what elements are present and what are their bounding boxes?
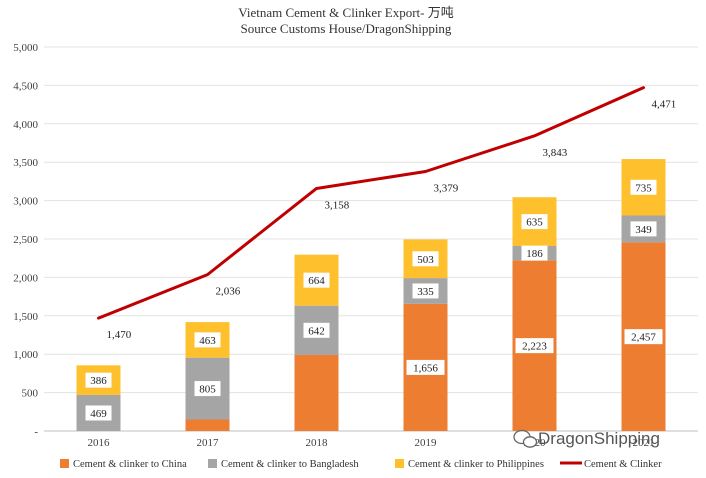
data-label: 186	[526, 248, 543, 260]
y-tick-label: 2,000	[13, 272, 38, 284]
y-tick-label: 3,000	[13, 196, 38, 208]
bars	[76, 159, 666, 431]
data-label-box	[85, 405, 112, 421]
y-tick-label: 2,500	[13, 234, 38, 246]
data-label-box	[515, 338, 554, 354]
data-label-box	[194, 332, 221, 348]
bar-segment	[185, 419, 230, 431]
data-label-box	[624, 329, 663, 345]
total-line-path	[97, 86, 645, 320]
legend-label: Cement & clinker to China	[73, 459, 187, 470]
legend-label: Cement & clinker to Bangladesh	[221, 459, 359, 470]
data-label: 1,656	[413, 362, 438, 374]
chart-title: Vietnam Cement & Clinker Export- 万吨	[238, 5, 453, 20]
data-label: 805	[199, 384, 216, 396]
line-label: 2,036	[216, 286, 241, 298]
y-tick-label: 4,000	[13, 119, 38, 131]
y-tick-label: 3,500	[13, 157, 38, 169]
legend-swatch	[395, 459, 404, 468]
data-label: 2,223	[522, 341, 547, 353]
y-axis: - 500 1,000 1,500 2,000 2,500 3,000 3,500 4,000 4…	[13, 42, 38, 438]
data-label: 349	[635, 224, 652, 236]
data-label: 642	[308, 325, 325, 337]
legend: Cement & clinker to China Cement & clinke…	[60, 459, 662, 470]
x-tick-label: 2017	[197, 437, 220, 449]
line-label: 3,843	[543, 147, 568, 159]
data-label: 335	[417, 286, 434, 298]
line-label: 1,470	[107, 329, 132, 341]
legend-swatch	[208, 459, 217, 468]
data-label: 735	[635, 182, 652, 194]
y-tick-label: 1,000	[13, 349, 38, 361]
data-label: 503	[417, 254, 434, 266]
watermark-text: DragonShipping	[538, 429, 660, 448]
data-label: 2,457	[631, 332, 656, 344]
data-label-box	[630, 221, 657, 237]
y-tick-label: -	[34, 426, 38, 438]
data-label-box	[521, 245, 548, 261]
data-label-box	[412, 283, 439, 299]
chart-subtitle: Source Customs House/DragonShipping	[241, 21, 452, 36]
data-label-box	[194, 381, 221, 397]
x-tick-label: 2019	[415, 437, 438, 449]
y-tick-label: 500	[22, 388, 39, 400]
data-label-box	[406, 359, 445, 375]
data-label-box	[303, 322, 330, 338]
wechat-logo-icon	[513, 429, 538, 448]
data-label: 386	[90, 375, 107, 387]
data-label: 463	[199, 335, 216, 347]
data-label-box	[521, 214, 548, 230]
line-label: 3,158	[325, 199, 350, 211]
x-tick-label: 2018	[306, 437, 329, 449]
data-label: 469	[90, 408, 107, 420]
watermark: DragonShipping	[513, 429, 660, 448]
gridlines	[44, 46, 698, 432]
data-label-box	[85, 372, 112, 388]
legend-label: Cement & clinker to Philippines	[408, 459, 544, 470]
y-tick-label: 1,500	[13, 311, 38, 323]
y-tick-label: 5,000	[13, 42, 38, 54]
total-line: 1,470 2,036 3,158 3,379 3,843 4,471	[97, 86, 677, 341]
y-tick-label: 4,500	[13, 80, 38, 92]
bar-segment	[294, 354, 339, 431]
data-label: 664	[308, 275, 325, 287]
data-label-box	[412, 251, 439, 267]
data-labels: 469 386 805 463 642 664 1,656 335 503 2,223 186 635…	[85, 179, 663, 421]
line-label: 3,379	[434, 182, 459, 194]
data-label: 635	[526, 217, 543, 229]
x-tick-label: 2016	[88, 437, 111, 449]
legend-swatch	[60, 459, 69, 468]
data-label-box	[303, 272, 330, 288]
line-label: 4,471	[652, 99, 677, 111]
data-label-box	[630, 179, 657, 195]
x-tick-label: 2021	[633, 437, 655, 449]
legend-label: Cement & Clinker	[584, 459, 662, 470]
